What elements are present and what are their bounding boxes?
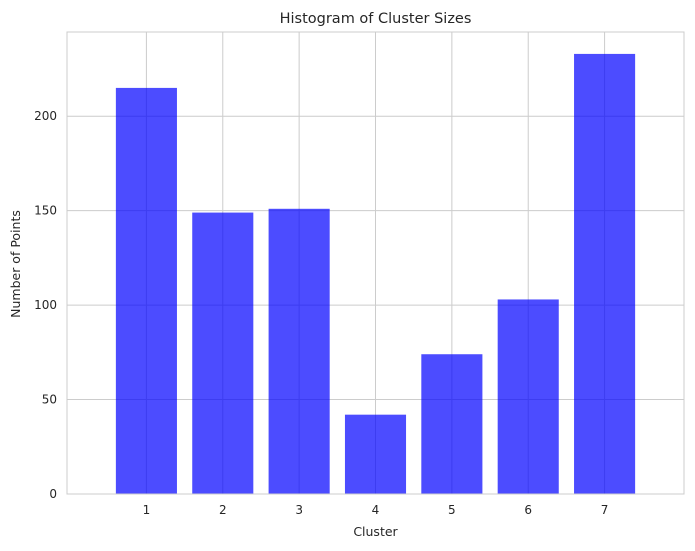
- plot-frame: [66, 31, 685, 495]
- bar-cluster-5: [421, 354, 483, 494]
- x-tick-labels: 1 2 3 4 5 6 7: [143, 503, 609, 517]
- x-tick-label: 1: [143, 503, 151, 517]
- x-tick-label: 6: [524, 503, 532, 517]
- bar-cluster-6: [497, 299, 559, 494]
- chart-title: Histogram of Cluster Sizes: [280, 11, 472, 27]
- x-tick-label: 5: [448, 503, 456, 517]
- x-axis-label: Cluster: [353, 524, 398, 539]
- y-tick-label: 0: [49, 487, 57, 501]
- bars: [115, 53, 636, 495]
- y-tick-label: 50: [42, 393, 57, 407]
- y-tick-label: 150: [34, 204, 57, 218]
- bar-cluster-4: [344, 414, 407, 494]
- bar-cluster-2: [192, 212, 254, 494]
- y-tick-label: 100: [34, 298, 57, 312]
- x-tick-label: 2: [219, 503, 227, 517]
- bar-cluster-7: [574, 53, 636, 494]
- axes-frame: [66, 31, 685, 495]
- bar-cluster-3: [268, 208, 330, 494]
- y-tick-label: 200: [34, 109, 57, 123]
- y-axis-label: Number of Points: [8, 210, 23, 318]
- y-tick-labels: 0 50 100 150 200: [34, 109, 57, 501]
- bar-cluster-1: [115, 87, 177, 495]
- x-tick-label: 7: [601, 503, 609, 517]
- x-tick-label: 3: [295, 503, 303, 517]
- x-tick-label: 4: [372, 503, 380, 517]
